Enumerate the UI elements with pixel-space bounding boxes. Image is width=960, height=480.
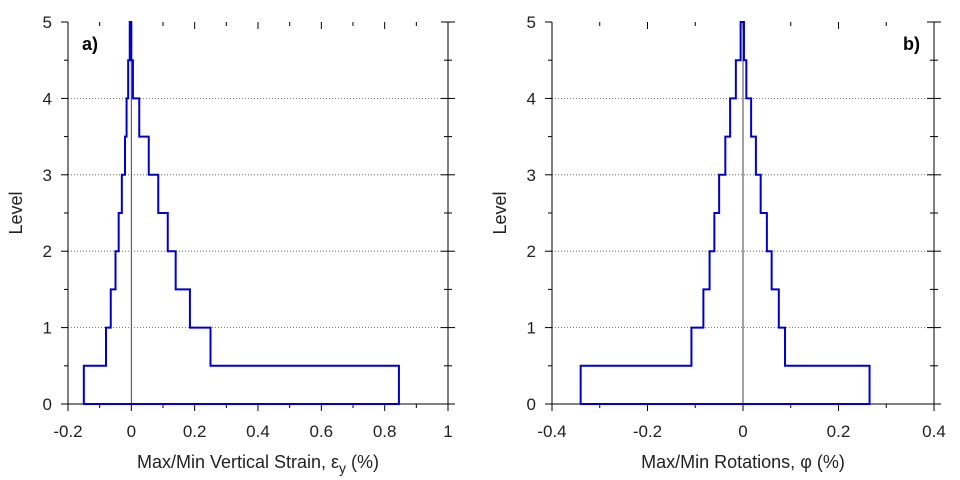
y-tick-label: 3 [527,166,536,185]
x-tick-label: 0.6 [310,422,334,441]
y-tick-label: 5 [527,13,536,32]
x-tick-label: 1 [443,422,452,441]
y-tick-label: 4 [527,89,536,108]
x-axis-label-text: Max/Min Rotations, [641,452,800,472]
y-axis-label: Level [6,191,26,234]
x-axis-label-text: Max/Min Vertical Strain, [137,452,331,472]
x-tick-label: 0.2 [827,422,851,441]
chart-panel-2: -0.4 -0.2 0 0.2 0.4 0 1 2 3 4 5 Level Max/Min Rotati… [490,13,946,472]
y-tick-label: 0 [43,395,52,414]
x-axis-label: Max/Min Vertical Strain, εy (%) [137,452,379,476]
x-axis-label-symbol: φ [800,452,812,472]
x-tick-label: 0.4 [246,422,270,441]
y-tick-label: 2 [43,242,52,261]
y-tick-label: 1 [43,319,52,338]
x-tick-label: 0 [127,422,136,441]
series-line-envelope [82,21,400,405]
y-tick-label: 5 [43,13,52,32]
y-tick-label: 3 [43,166,52,185]
x-tick-label: 0 [738,422,747,441]
x-tick-label: -0.2 [53,422,82,441]
y-tick-label: 2 [527,242,536,261]
y-tick-label: 1 [527,319,536,338]
series-line-envelope [579,21,871,405]
x-tick-label: 0.2 [183,422,207,441]
x-axis-label: Max/Min Rotations, φ (%) [641,452,845,472]
x-tick-label: 0.8 [373,422,397,441]
x-axis-label-unit: (%) [346,452,379,472]
x-axis-label-symbol: ε [331,452,339,472]
panel-label: b) [903,34,920,54]
x-tick-label: -0.4 [537,422,566,441]
y-tick-label: 0 [527,395,536,414]
y-tick-label: 4 [43,89,52,108]
x-axis-label-unit: (%) [812,452,845,472]
x-tick-label: 0.4 [922,422,946,441]
panel-label: a) [82,34,98,54]
y-axis-label: Level [490,191,510,234]
x-tick-label: -0.2 [633,422,662,441]
x-axis-label-subscript: y [339,460,346,476]
